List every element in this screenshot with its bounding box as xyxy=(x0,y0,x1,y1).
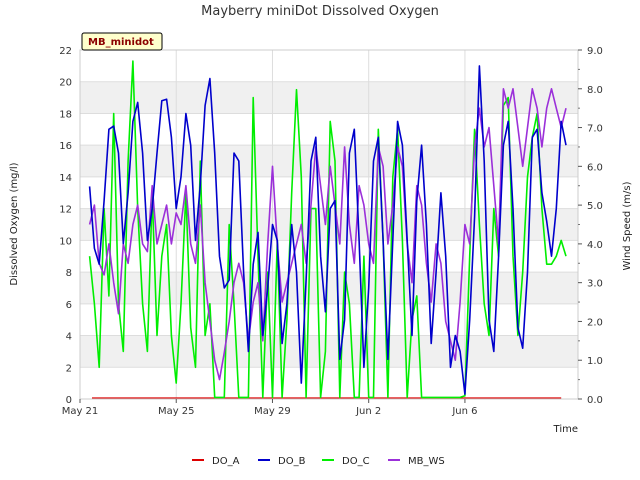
plot-band xyxy=(80,50,578,82)
y-axis-label: Dissolved Oxygen (mg/l) xyxy=(9,162,20,285)
y-tick-label: 0 xyxy=(66,395,72,406)
legend-label: DO_A xyxy=(212,456,240,467)
plot-band xyxy=(80,113,578,146)
y-tick-label: 18 xyxy=(59,109,72,120)
y2-tick-label: 1.0 xyxy=(587,356,603,367)
plot-band xyxy=(80,367,578,399)
x-tick-label: May 21 xyxy=(62,406,99,417)
series-line-do-b xyxy=(88,65,567,396)
y2-tick-label: 5.0 xyxy=(587,201,603,212)
legend-label: MB_WS xyxy=(408,456,445,467)
plot-band xyxy=(80,335,578,368)
y-tick-label: 20 xyxy=(59,78,72,89)
x-tick-label: Jun 2 xyxy=(355,406,381,417)
station-label: MB_minidot xyxy=(81,32,163,51)
x-tick-label: May 25 xyxy=(158,406,195,417)
series-line-mb-ws xyxy=(88,88,567,381)
plot-band xyxy=(80,303,578,336)
station-label-box xyxy=(81,32,163,51)
legend-label: DO_C xyxy=(342,456,370,467)
y-tick-label: 12 xyxy=(59,205,72,216)
y2-tick-label: 7.0 xyxy=(587,124,603,135)
chart-title: Mayberry miniDot Dissolved Oxygen xyxy=(201,4,439,19)
y2-tick-label: 0.0 xyxy=(587,395,603,406)
x-tick-label: May 29 xyxy=(254,406,291,417)
y2-tick-label: 9.0 xyxy=(587,46,603,57)
y-tick-label: 8 xyxy=(66,268,72,279)
plot-band xyxy=(80,81,578,114)
y-tick-label: 16 xyxy=(59,141,72,152)
y-tick-label: 14 xyxy=(59,173,72,184)
legend: DO_A DO_B DO_C MB_WS xyxy=(192,456,445,467)
station-label-text: MB_minidot xyxy=(88,37,154,48)
x-tick-label: Jun 6 xyxy=(451,406,477,417)
y2-tick-label: 3.0 xyxy=(587,279,603,290)
y2-tick-label: 6.0 xyxy=(587,162,603,173)
y-tick-label: 22 xyxy=(59,46,72,57)
series-layer xyxy=(88,60,567,400)
plot-band xyxy=(80,272,578,304)
y-tick-label: 10 xyxy=(59,236,72,247)
axis-ticks: 0 2 4 6 8 10 12 14 16 18 20 22 0.0 1.0 2.0 3.0 4.0 5.0 6.0… xyxy=(59,46,603,417)
y2-tick-label: 2.0 xyxy=(587,317,603,328)
legend-label: DO_B xyxy=(278,456,306,467)
y2-tick-label: 8.0 xyxy=(587,85,603,96)
y-tick-label: 2 xyxy=(66,363,72,374)
x-axis-label: Time xyxy=(553,424,578,435)
y2-axis-label: Wind Speed (m/s) xyxy=(622,181,633,270)
y-tick-label: 4 xyxy=(66,332,72,343)
y-tick-label: 6 xyxy=(66,300,72,311)
series-line-do-c xyxy=(88,60,567,399)
y2-tick-label: 4.0 xyxy=(587,240,603,251)
